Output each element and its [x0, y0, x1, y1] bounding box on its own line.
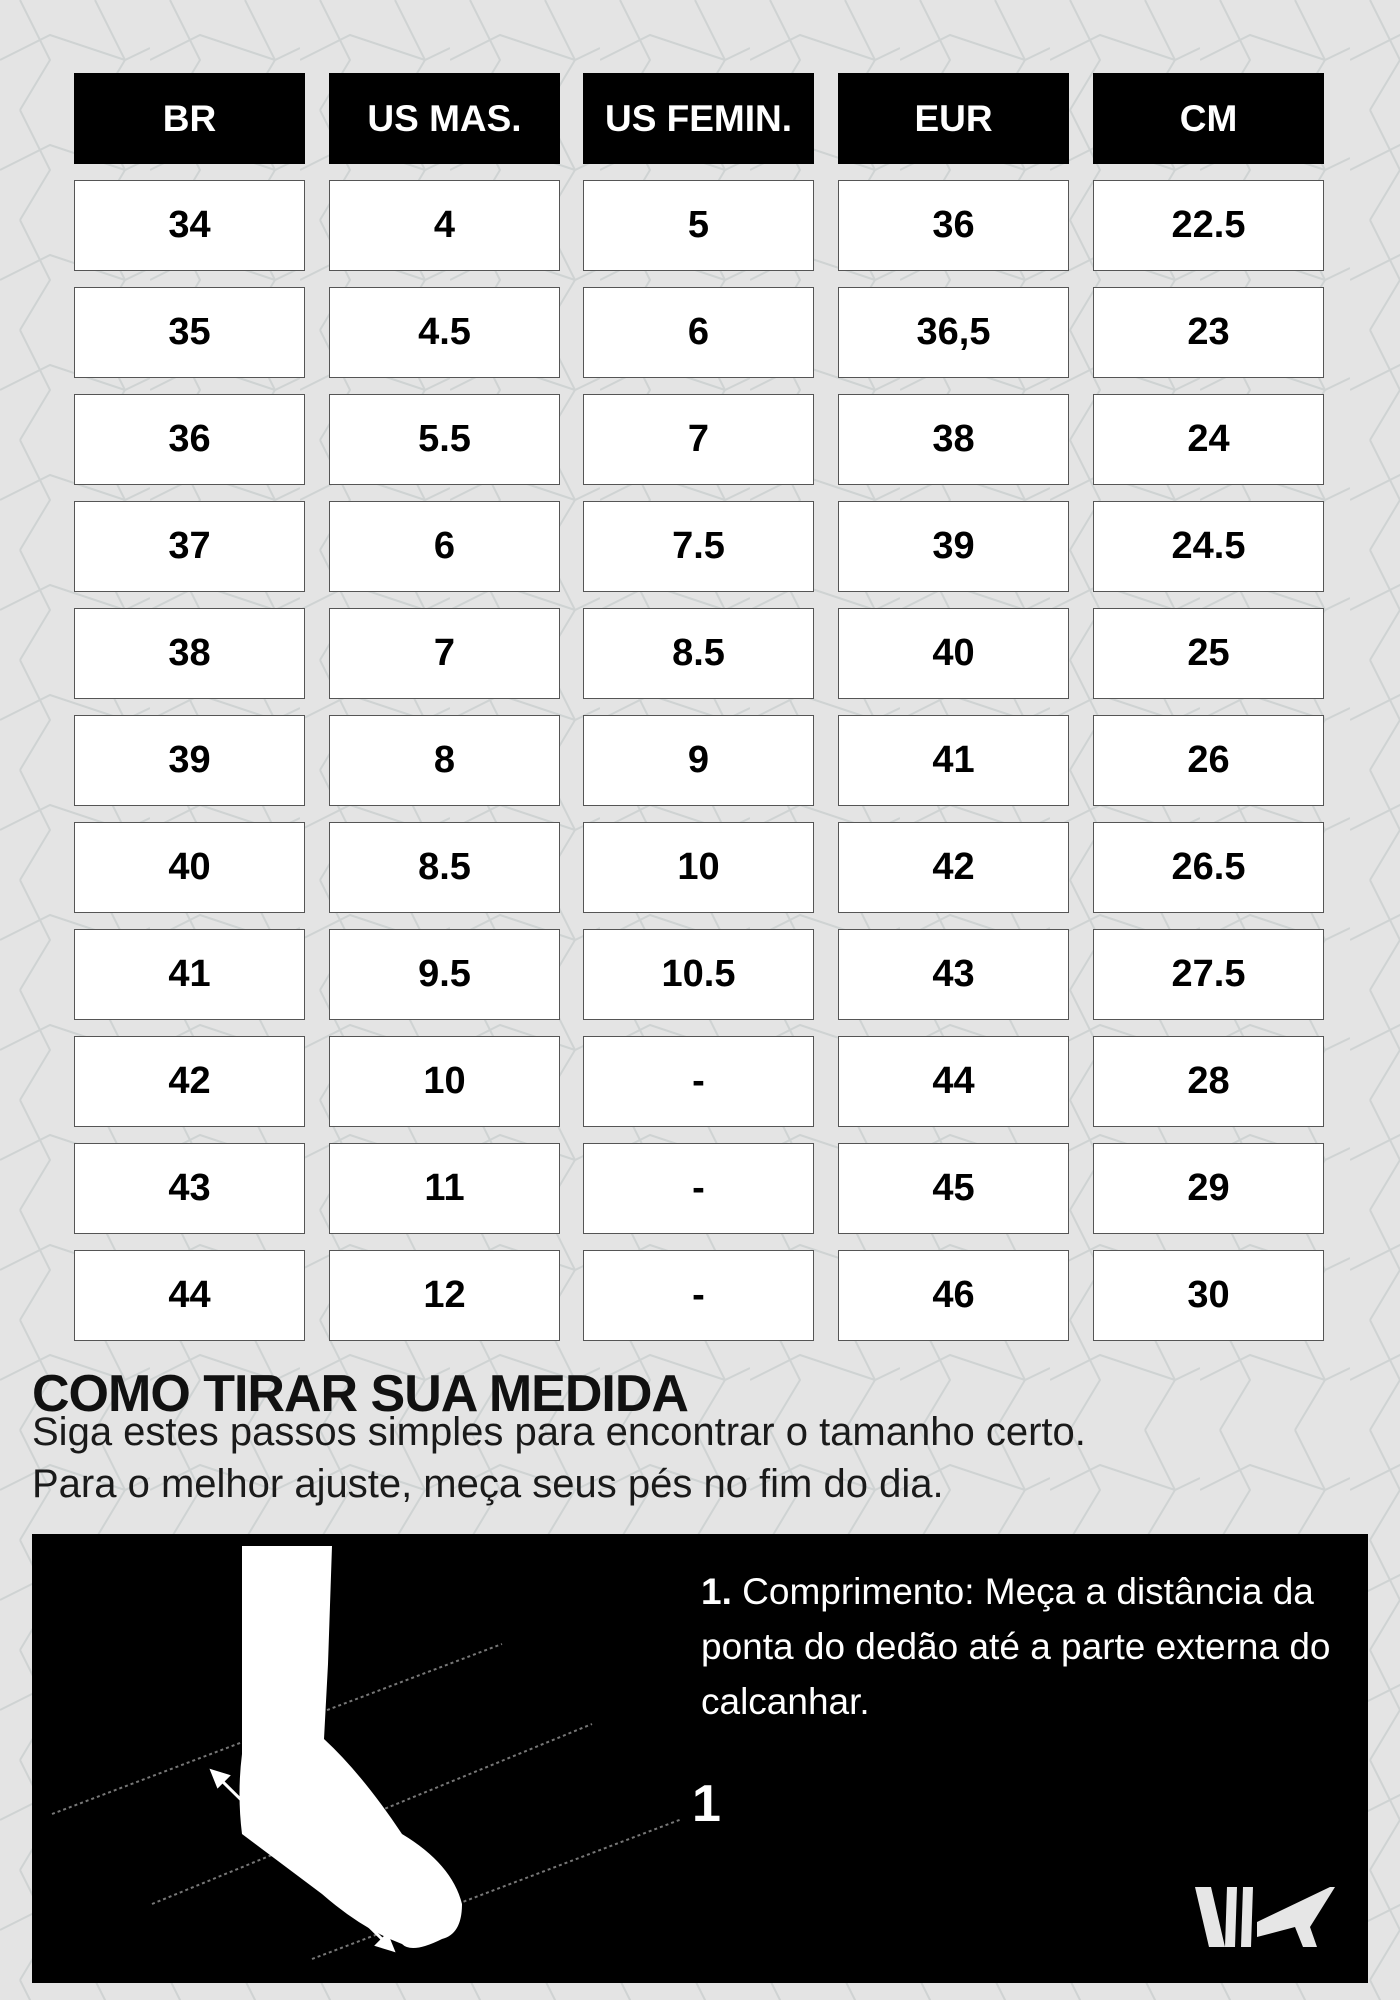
- cell-br: 44: [74, 1250, 305, 1341]
- guide-title: COMO TIRAR SUA MEDIDA: [32, 1365, 689, 1423]
- header-cm: CM: [1093, 73, 1324, 164]
- cell-us-mas: 12: [329, 1250, 560, 1341]
- cell-us-femin: 7.5: [583, 501, 814, 592]
- guide-subtitle-line2: Para o melhor ajuste, meça seus pés no f…: [32, 1462, 944, 1506]
- cell-eur: 46: [838, 1250, 1069, 1341]
- step-1-instruction: 1. Comprimento: Meça a distância da pont…: [701, 1564, 1351, 1729]
- foot-measure-illustration: [51, 1546, 683, 1960]
- header-br: BR: [74, 73, 305, 164]
- cell-cm: 22.5: [1093, 180, 1324, 271]
- cell-us-femin: -: [583, 1250, 814, 1341]
- cell-cm: 23: [1093, 287, 1324, 378]
- cell-br: 43: [74, 1143, 305, 1234]
- cell-br: 37: [74, 501, 305, 592]
- cell-cm: 26: [1093, 715, 1324, 806]
- guide-subtitle-line1: Siga estes passos simples para encontrar…: [32, 1410, 1086, 1454]
- cell-us-mas: 4.5: [329, 287, 560, 378]
- cell-cm: 24.5: [1093, 501, 1324, 592]
- cell-us-femin: 10.5: [583, 929, 814, 1020]
- cell-eur: 42: [838, 822, 1069, 913]
- cell-us-mas: 5.5: [329, 394, 560, 485]
- cell-eur: 41: [838, 715, 1069, 806]
- cell-us-mas: 9.5: [329, 929, 560, 1020]
- cell-cm: 26.5: [1093, 822, 1324, 913]
- cell-eur: 39: [838, 501, 1069, 592]
- cell-us-mas: 8.5: [329, 822, 560, 913]
- cell-us-femin: 7: [583, 394, 814, 485]
- header-us-mas: US MAS.: [329, 73, 560, 164]
- cell-cm: 30: [1093, 1250, 1324, 1341]
- diagram-label: 1: [692, 1775, 721, 1833]
- cell-eur: 38: [838, 394, 1069, 485]
- cell-br: 40: [74, 822, 305, 913]
- step-text: Comprimento: Meça a distância da ponta d…: [701, 1571, 1331, 1722]
- cell-br: 36: [74, 394, 305, 485]
- cell-us-femin: 8.5: [583, 608, 814, 699]
- cell-us-mas: 10: [329, 1036, 560, 1127]
- cell-cm: 24: [1093, 394, 1324, 485]
- cell-cm: 27.5: [1093, 929, 1324, 1020]
- cell-cm: 29: [1093, 1143, 1324, 1234]
- cell-us-femin: -: [583, 1143, 814, 1234]
- cell-br: 34: [74, 180, 305, 271]
- step-number: 1.: [701, 1571, 732, 1612]
- cell-us-femin: 6: [583, 287, 814, 378]
- cell-eur: 36,5: [838, 287, 1069, 378]
- cell-br: 38: [74, 608, 305, 699]
- cell-us-mas: 7: [329, 608, 560, 699]
- cell-br: 41: [74, 929, 305, 1020]
- measurement-panel: 1. Comprimento: Meça a distância da pont…: [32, 1534, 1368, 1983]
- cell-us-femin: -: [583, 1036, 814, 1127]
- cell-us-mas: 8: [329, 715, 560, 806]
- cell-us-mas: 4: [329, 180, 560, 271]
- cell-br: 35: [74, 287, 305, 378]
- vk-logo: [1195, 1887, 1335, 1947]
- cell-cm: 25: [1093, 608, 1324, 699]
- cell-us-mas: 11: [329, 1143, 560, 1234]
- cell-br: 39: [74, 715, 305, 806]
- cell-eur: 44: [838, 1036, 1069, 1127]
- cell-eur: 43: [838, 929, 1069, 1020]
- cell-us-femin: 10: [583, 822, 814, 913]
- cell-eur: 36: [838, 180, 1069, 271]
- cell-eur: 40: [838, 608, 1069, 699]
- cell-us-mas: 6: [329, 501, 560, 592]
- header-eur: EUR: [838, 73, 1069, 164]
- cell-br: 42: [74, 1036, 305, 1127]
- header-us-femin: US FEMIN.: [583, 73, 814, 164]
- cell-cm: 28: [1093, 1036, 1324, 1127]
- cell-us-femin: 5: [583, 180, 814, 271]
- cell-us-femin: 9: [583, 715, 814, 806]
- cell-eur: 45: [838, 1143, 1069, 1234]
